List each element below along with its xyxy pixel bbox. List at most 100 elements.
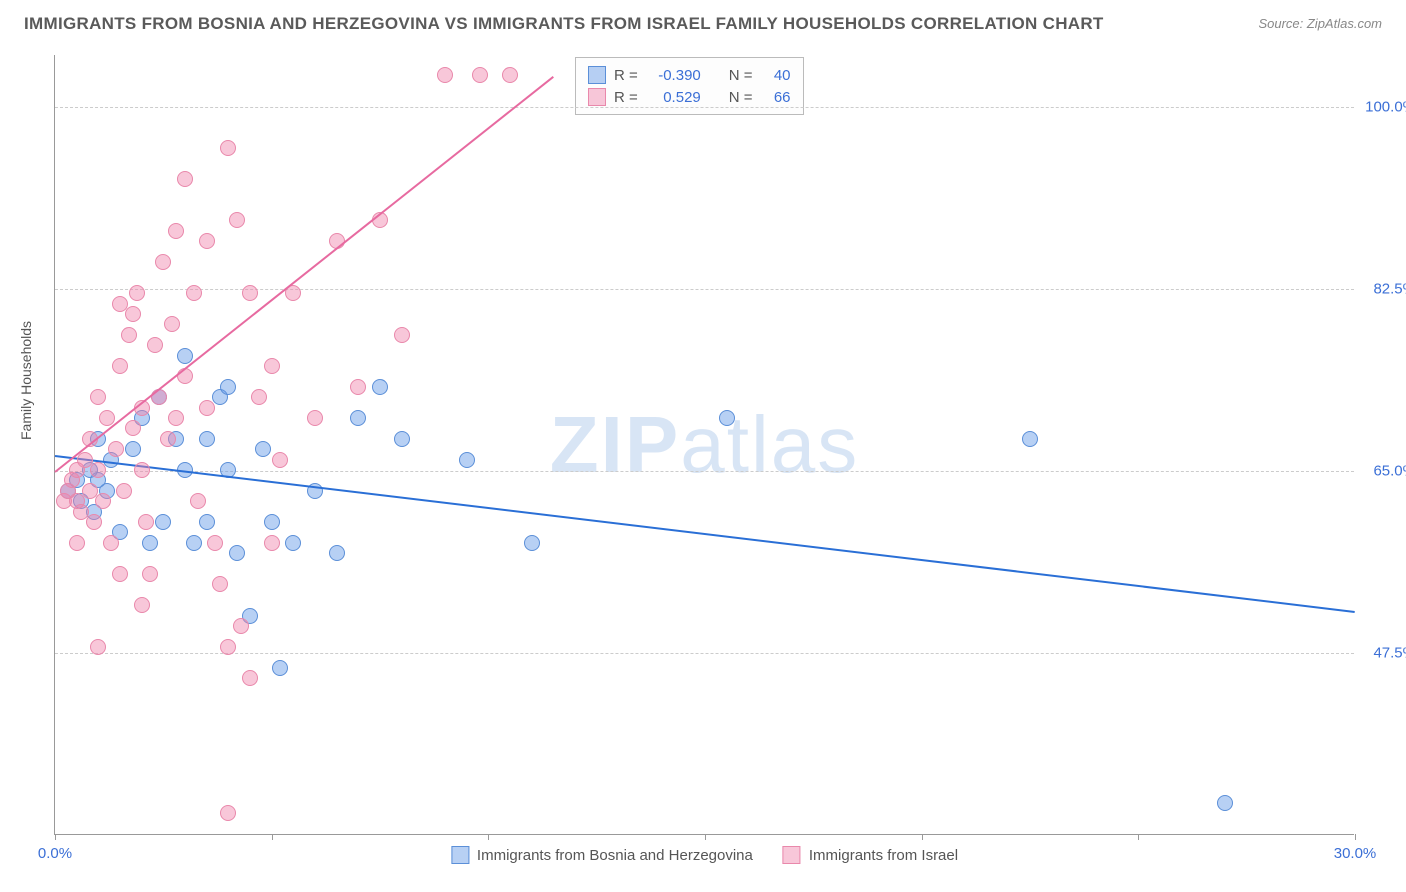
- y-axis-label: Family Households: [18, 321, 34, 440]
- scatter-point: [90, 462, 106, 478]
- scatter-point: [459, 452, 475, 468]
- scatter-point: [199, 431, 215, 447]
- legend-label: Immigrants from Bosnia and Herzegovina: [477, 847, 753, 864]
- scatter-point: [1217, 795, 1233, 811]
- legend-label: Immigrants from Israel: [809, 847, 958, 864]
- scatter-point: [190, 493, 206, 509]
- scatter-point: [108, 441, 124, 457]
- r-label: R =: [614, 67, 638, 84]
- scatter-point: [264, 358, 280, 374]
- y-tick-label: 47.5%: [1373, 645, 1406, 662]
- scatter-point: [116, 483, 132, 499]
- scatter-point: [272, 660, 288, 676]
- scatter-point: [372, 379, 388, 395]
- scatter-point: [220, 140, 236, 156]
- scatter-point: [285, 535, 301, 551]
- scatter-point: [86, 514, 102, 530]
- scatter-point: [207, 535, 223, 551]
- trend-line: [54, 76, 554, 473]
- scatter-point: [264, 514, 280, 530]
- scatter-point: [242, 285, 258, 301]
- y-tick-label: 82.5%: [1373, 281, 1406, 298]
- scatter-point: [437, 67, 453, 83]
- x-tick: [1138, 834, 1139, 840]
- x-tick: [1355, 834, 1356, 840]
- scatter-point: [524, 535, 540, 551]
- n-value: 66: [761, 89, 791, 106]
- y-tick-label: 100.0%: [1365, 99, 1406, 116]
- legend-item: Immigrants from Bosnia and Herzegovina: [451, 846, 753, 864]
- x-tick: [488, 834, 489, 840]
- scatter-point: [350, 379, 366, 395]
- scatter-point: [125, 441, 141, 457]
- gridline: [55, 471, 1354, 472]
- scatter-point: [220, 379, 236, 395]
- r-label: R =: [614, 89, 638, 106]
- legend-row: R =-0.390N =40: [588, 64, 791, 86]
- scatter-point: [199, 514, 215, 530]
- scatter-point: [719, 410, 735, 426]
- scatter-point: [134, 597, 150, 613]
- x-tick: [922, 834, 923, 840]
- scatter-point: [394, 327, 410, 343]
- scatter-point: [147, 337, 163, 353]
- watermark-light: atlas: [680, 400, 859, 489]
- scatter-point: [1022, 431, 1038, 447]
- scatter-point: [129, 285, 145, 301]
- scatter-point: [112, 566, 128, 582]
- scatter-point: [95, 493, 111, 509]
- scatter-point: [177, 348, 193, 364]
- chart-title: IMMIGRANTS FROM BOSNIA AND HERZEGOVINA V…: [24, 14, 1104, 34]
- scatter-point: [307, 410, 323, 426]
- scatter-point: [142, 566, 158, 582]
- scatter-point: [125, 420, 141, 436]
- scatter-point: [229, 545, 245, 561]
- gridline: [55, 107, 1354, 108]
- scatter-point: [502, 67, 518, 83]
- watermark: ZIPatlas: [550, 399, 859, 491]
- scatter-point: [212, 576, 228, 592]
- scatter-point: [103, 535, 119, 551]
- scatter-point: [90, 639, 106, 655]
- r-value: -0.390: [646, 67, 701, 84]
- r-value: 0.529: [646, 89, 701, 106]
- x-tick-label: 30.0%: [1334, 845, 1377, 862]
- scatter-point: [69, 535, 85, 551]
- scatter-point: [125, 306, 141, 322]
- scatter-point: [272, 452, 288, 468]
- x-tick-label: 0.0%: [38, 845, 72, 862]
- scatter-point: [164, 316, 180, 332]
- legend-item: Immigrants from Israel: [783, 846, 958, 864]
- scatter-point: [186, 535, 202, 551]
- n-label: N =: [729, 89, 753, 106]
- series-legend: Immigrants from Bosnia and Herzegovina Im…: [451, 846, 958, 864]
- scatter-point: [251, 389, 267, 405]
- legend-row: R = 0.529 N = 66: [588, 86, 791, 108]
- legend-swatch: [588, 66, 606, 84]
- scatter-point: [112, 358, 128, 374]
- n-value: 40: [761, 67, 791, 84]
- scatter-point: [160, 431, 176, 447]
- scatter-point: [242, 670, 258, 686]
- scatter-point: [168, 410, 184, 426]
- chart-plot-area: ZIPatlas R =-0.390N =40R =0.529N =66 Imm…: [54, 55, 1354, 835]
- source-attribution: Source: ZipAtlas.com: [1258, 16, 1382, 31]
- scatter-point: [134, 462, 150, 478]
- scatter-point: [264, 535, 280, 551]
- scatter-point: [121, 327, 137, 343]
- scatter-point: [142, 535, 158, 551]
- x-tick: [705, 834, 706, 840]
- scatter-point: [220, 639, 236, 655]
- scatter-point: [199, 400, 215, 416]
- legend-swatch: [451, 846, 469, 864]
- scatter-point: [138, 514, 154, 530]
- trend-line: [55, 455, 1355, 613]
- x-tick: [55, 834, 56, 840]
- gridline: [55, 653, 1354, 654]
- watermark-bold: ZIP: [550, 400, 680, 489]
- scatter-point: [255, 441, 271, 457]
- scatter-point: [90, 389, 106, 405]
- legend-swatch: [783, 846, 801, 864]
- y-tick-label: 65.0%: [1373, 463, 1406, 480]
- scatter-point: [220, 805, 236, 821]
